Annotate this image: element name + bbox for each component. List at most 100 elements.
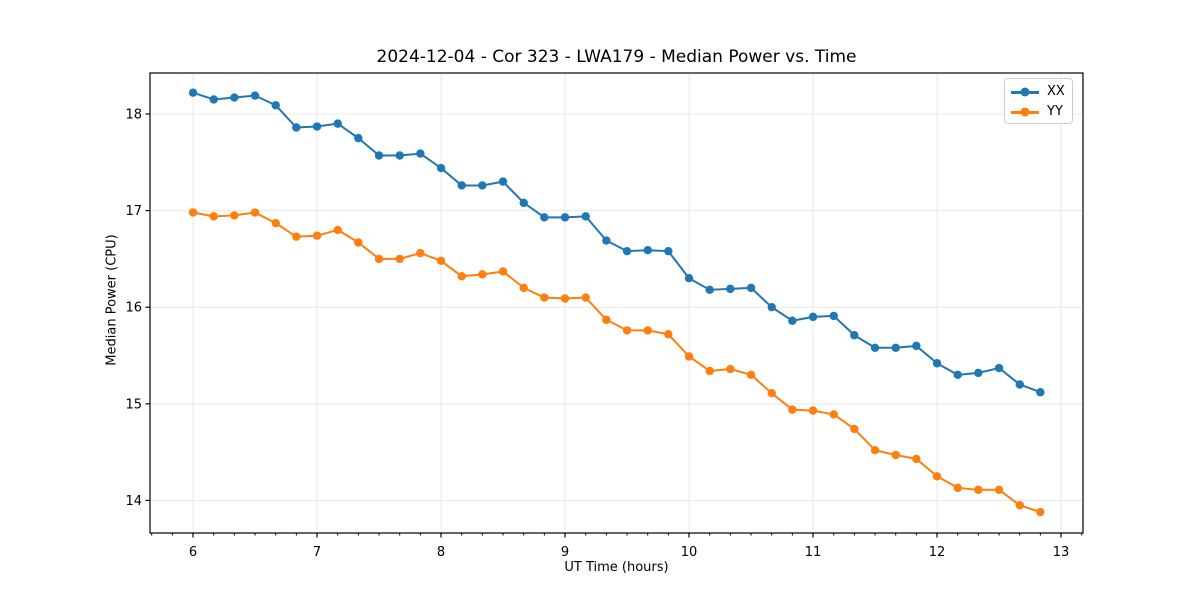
- data-point-yy: [974, 485, 983, 495]
- y-axis-label: Median Power (CPU): [104, 234, 120, 366]
- data-point-xx: [808, 312, 818, 322]
- data-point-xx: [684, 274, 694, 283]
- data-point-yy: [870, 445, 880, 455]
- data-point-xx: [416, 149, 425, 158]
- data-point-yy: [436, 256, 446, 266]
- y-tick-label: 17: [125, 204, 142, 219]
- data-point-xx: [271, 101, 280, 110]
- x-tick-label: 6: [189, 545, 197, 560]
- x-tick-label: 10: [681, 545, 698, 560]
- data-point-xx: [457, 181, 466, 190]
- data-point-yy: [271, 218, 280, 228]
- x-tick-label: 12: [929, 545, 946, 560]
- data-point-yy: [953, 483, 962, 493]
- plot-border: [149, 72, 1084, 534]
- legend-line-marker-icon: [1011, 106, 1039, 118]
- data-point-xx: [188, 88, 198, 97]
- x-tick-label: 11: [805, 545, 822, 560]
- data-point-xx: [395, 151, 404, 160]
- data-point-yy: [581, 293, 590, 302]
- data-point-xx: [478, 181, 487, 190]
- data-point-yy: [705, 366, 714, 376]
- data-point-xx: [250, 91, 260, 100]
- data-point-yy: [540, 293, 549, 302]
- legend-item-yy: YY: [1011, 102, 1066, 122]
- data-point-xx: [333, 119, 342, 128]
- data-point-yy: [808, 406, 818, 415]
- data-point-xx: [1036, 388, 1045, 397]
- y-tick-label: 18: [125, 107, 142, 122]
- data-point-xx: [230, 93, 239, 102]
- series-line-yy: [192, 211, 1041, 513]
- data-point-xx: [354, 133, 363, 143]
- legend-label: YY: [1047, 104, 1063, 119]
- data-point-yy: [209, 212, 218, 221]
- data-point-xx: [643, 245, 652, 255]
- data-point-yy: [354, 238, 363, 247]
- y-tick-label: 16: [125, 301, 142, 316]
- data-point-yy: [622, 326, 632, 335]
- data-point-yy: [788, 405, 797, 414]
- data-point-yy: [333, 225, 342, 235]
- data-point-xx: [622, 246, 632, 256]
- data-point-xx: [436, 163, 446, 173]
- data-point-yy: [664, 330, 673, 339]
- data-point-xx: [519, 198, 528, 208]
- data-point-yy: [602, 315, 611, 324]
- data-point-xx: [767, 303, 776, 312]
- data-point-yy: [250, 208, 260, 217]
- data-point-xx: [540, 213, 549, 222]
- data-point-yy: [230, 211, 239, 220]
- data-point-xx: [788, 316, 797, 325]
- data-point-xx: [974, 368, 983, 378]
- data-point-yy: [767, 388, 776, 398]
- data-point-yy: [994, 485, 1004, 495]
- data-point-yy: [891, 450, 900, 460]
- data-point-xx: [374, 151, 384, 160]
- data-point-yy: [726, 364, 735, 374]
- x-tick-label: 7: [313, 545, 321, 560]
- data-point-yy: [395, 254, 404, 264]
- data-point-yy: [312, 231, 322, 240]
- data-point-xx: [581, 212, 590, 221]
- legend: XX YY: [1004, 78, 1073, 124]
- data-point-yy: [498, 267, 508, 276]
- data-point-xx: [602, 236, 611, 245]
- data-point-xx: [705, 285, 714, 295]
- data-point-yy: [188, 208, 198, 217]
- data-point-xx: [953, 370, 962, 380]
- y-tick-label: 15: [125, 397, 142, 412]
- data-point-xx: [209, 95, 218, 104]
- data-point-yy: [457, 272, 466, 281]
- data-point-yy: [746, 370, 756, 380]
- data-point-xx: [850, 331, 859, 340]
- data-point-xx: [498, 177, 508, 186]
- data-point-yy: [643, 326, 652, 335]
- data-point-xx: [1015, 380, 1024, 389]
- x-tick-label: 8: [437, 545, 445, 560]
- y-tick-label: 14: [125, 494, 142, 509]
- data-point-xx: [829, 311, 838, 321]
- data-point-yy: [519, 283, 528, 293]
- data-point-xx: [932, 359, 942, 368]
- x-tick-label: 9: [561, 545, 569, 560]
- data-point-yy: [416, 248, 425, 258]
- legend-label: XX: [1047, 84, 1065, 99]
- data-point-yy: [1036, 507, 1045, 517]
- data-point-xx: [891, 343, 900, 352]
- data-point-yy: [684, 352, 694, 361]
- data-point-xx: [292, 123, 301, 132]
- data-point-xx: [746, 283, 756, 293]
- data-point-xx: [560, 213, 570, 222]
- data-point-yy: [829, 410, 838, 419]
- data-point-xx: [994, 363, 1004, 373]
- data-point-yy: [932, 472, 942, 481]
- legend-line-marker-icon: [1011, 86, 1039, 98]
- chart-title: 2024-12-04 - Cor 323 - LWA179 - Median P…: [376, 47, 857, 67]
- data-point-xx: [912, 341, 921, 351]
- data-point-yy: [478, 270, 487, 279]
- legend-item-xx: XX: [1011, 82, 1066, 102]
- data-point-yy: [850, 424, 859, 434]
